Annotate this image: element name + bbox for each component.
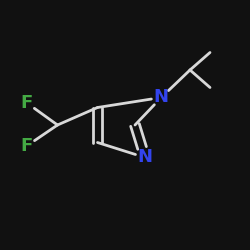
Text: F: F <box>20 94 32 112</box>
Text: F: F <box>20 137 32 155</box>
Text: N: N <box>154 88 169 106</box>
Text: N: N <box>138 148 152 166</box>
